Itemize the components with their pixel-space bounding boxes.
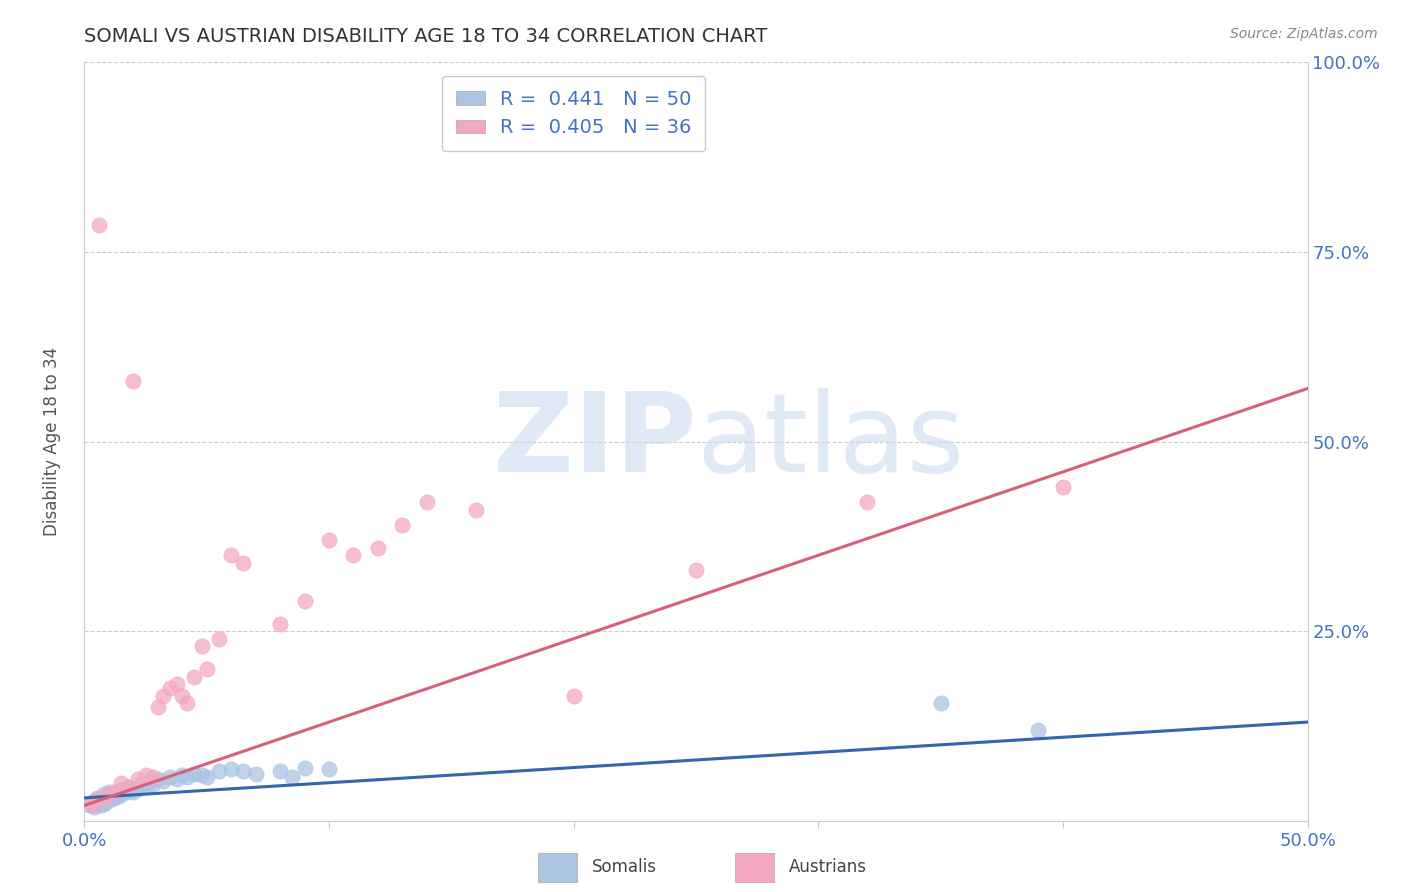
Text: ZIP: ZIP: [492, 388, 696, 495]
Point: [105, 785, 128, 799]
Point: [107, 789, 129, 804]
Point: [208, 764, 231, 779]
Point: [120, 783, 142, 797]
Point: [245, 766, 267, 780]
Point: [208, 632, 231, 646]
Point: [97, 785, 120, 799]
Point: [77, 798, 100, 813]
Point: [318, 762, 340, 776]
Point: [232, 556, 254, 570]
Point: [281, 770, 304, 784]
Point: [93, 787, 115, 801]
Point: [269, 764, 291, 779]
Point: [929, 696, 952, 710]
Point: [166, 772, 188, 786]
Point: [195, 770, 218, 784]
Point: [135, 780, 157, 794]
Point: [90, 798, 112, 813]
Point: [86, 791, 108, 805]
Point: [117, 780, 139, 794]
Point: [1052, 480, 1074, 494]
Point: [115, 785, 138, 799]
Point: [96, 791, 118, 805]
Point: [103, 785, 125, 799]
Point: [685, 564, 707, 578]
Point: [183, 669, 205, 683]
Point: [416, 495, 439, 509]
Point: [83, 800, 105, 814]
Point: [122, 785, 145, 799]
Point: [87, 795, 110, 809]
Point: [136, 776, 159, 790]
Point: [342, 548, 364, 563]
Text: Somalis: Somalis: [592, 858, 657, 877]
Point: [142, 770, 165, 784]
Point: [172, 768, 194, 782]
Point: [127, 772, 149, 786]
Point: [269, 616, 291, 631]
Point: [367, 541, 389, 555]
Point: [183, 766, 205, 780]
Point: [294, 760, 316, 774]
Point: [86, 792, 108, 806]
Point: [96, 795, 118, 809]
Point: [86, 797, 108, 811]
Point: [103, 787, 125, 801]
Point: [172, 689, 194, 703]
Point: [166, 677, 188, 691]
Point: [318, 533, 340, 548]
Point: [146, 699, 169, 714]
Point: [176, 696, 198, 710]
Point: [112, 781, 135, 796]
Point: [856, 495, 879, 509]
Point: [122, 374, 145, 388]
Point: [103, 791, 125, 805]
Point: [135, 768, 157, 782]
Point: [159, 681, 181, 695]
Point: [142, 777, 165, 791]
Point: [294, 594, 316, 608]
Point: [80, 795, 103, 809]
Legend: R =  0.441   N = 50, R =  0.405   N = 36: R = 0.441 N = 50, R = 0.405 N = 36: [441, 76, 706, 151]
Point: [93, 797, 115, 811]
Point: [90, 792, 112, 806]
Point: [176, 770, 198, 784]
Point: [127, 781, 149, 796]
FancyBboxPatch shape: [537, 854, 578, 881]
Text: SOMALI VS AUSTRIAN DISABILITY AGE 18 TO 34 CORRELATION CHART: SOMALI VS AUSTRIAN DISABILITY AGE 18 TO …: [84, 27, 768, 45]
Point: [195, 662, 218, 676]
Point: [391, 517, 413, 532]
Point: [219, 762, 242, 776]
Point: [152, 689, 174, 703]
Point: [110, 787, 132, 801]
Point: [146, 772, 169, 786]
Point: [110, 776, 132, 790]
Point: [562, 689, 585, 703]
Point: [117, 780, 139, 794]
Point: [152, 774, 174, 789]
Point: [93, 791, 115, 805]
Text: Source: ZipAtlas.com: Source: ZipAtlas.com: [1230, 27, 1378, 41]
Point: [100, 792, 122, 806]
Point: [159, 770, 181, 784]
Point: [97, 789, 120, 804]
Point: [97, 787, 120, 801]
Text: atlas: atlas: [696, 388, 965, 495]
Point: [80, 798, 103, 813]
Point: [464, 503, 486, 517]
Point: [232, 764, 254, 779]
Point: [219, 548, 242, 563]
Y-axis label: Disability Age 18 to 34: Disability Age 18 to 34: [42, 347, 60, 536]
Point: [1028, 723, 1050, 737]
FancyBboxPatch shape: [734, 854, 773, 881]
Point: [110, 783, 132, 797]
Point: [129, 777, 152, 791]
Point: [87, 219, 110, 233]
Point: [191, 639, 214, 653]
Point: [191, 768, 214, 782]
Text: Austrians: Austrians: [789, 858, 866, 877]
